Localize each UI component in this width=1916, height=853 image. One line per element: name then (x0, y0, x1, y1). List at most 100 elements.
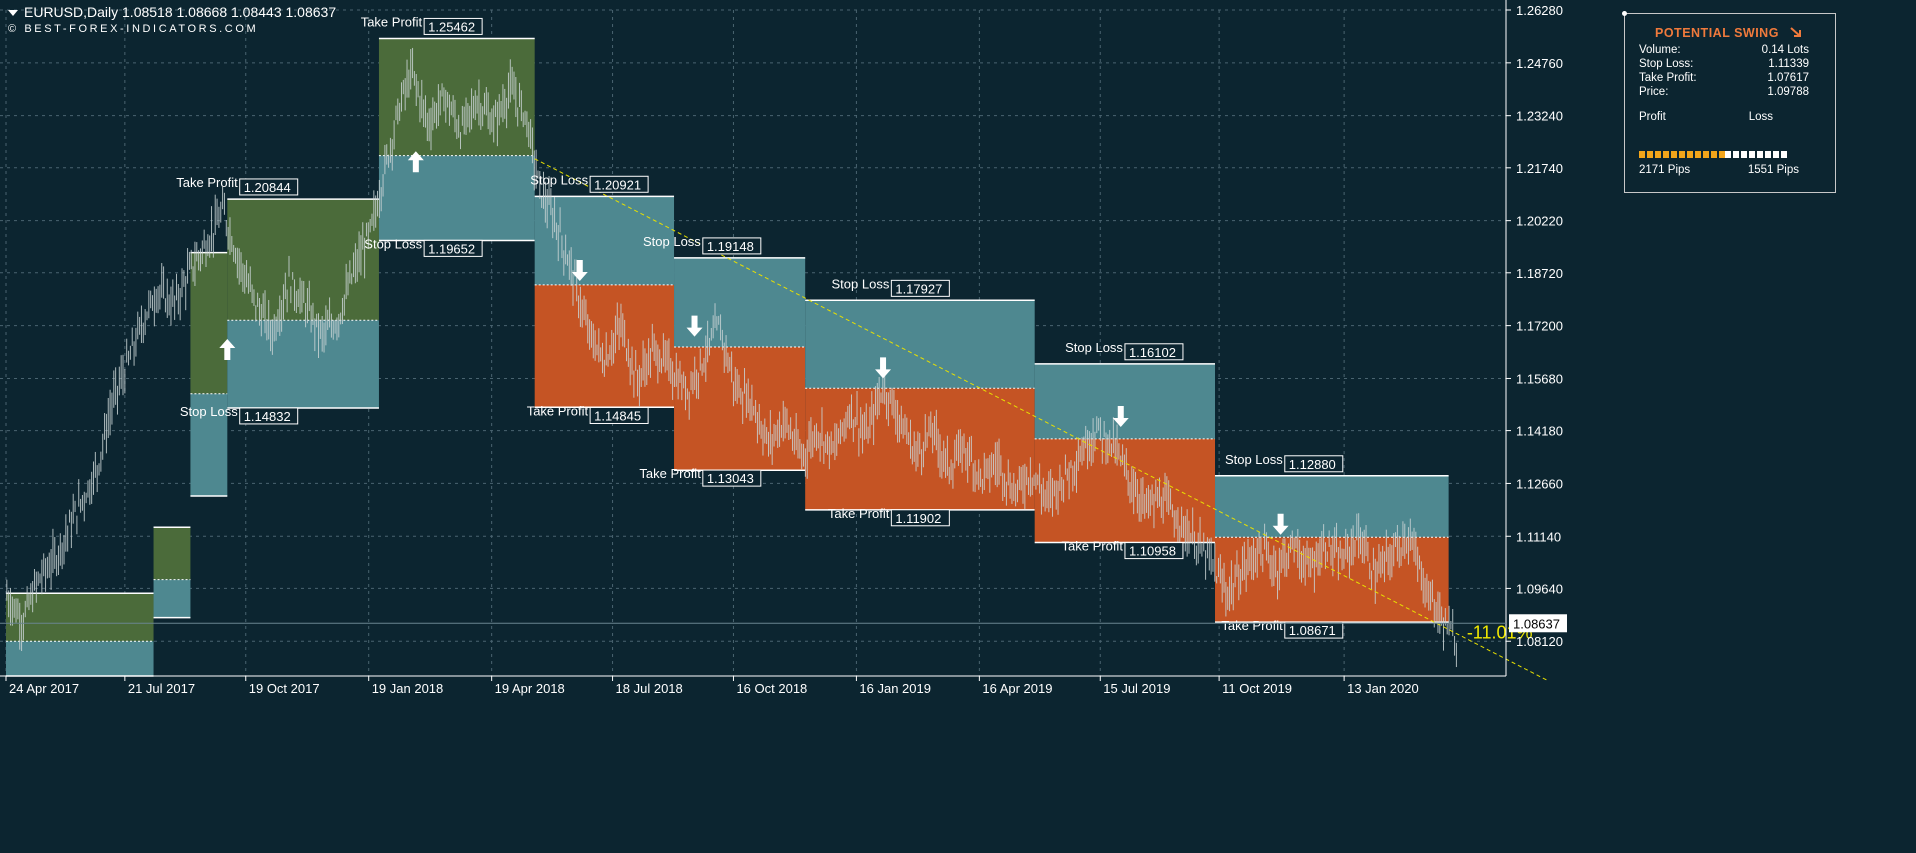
y-tick-label: 1.17200 (1516, 319, 1563, 334)
stop-zone (1215, 475, 1449, 538)
price-box (589, 406, 649, 424)
panel-row-pips: 2171 Pips 1551 Pips (1639, 164, 1799, 180)
profit-pips: 2171 Pips (1639, 164, 1691, 176)
x-tick-label: 21 Jul 2017 (128, 681, 195, 696)
arrow-down-icon (571, 260, 588, 282)
price-box (1124, 343, 1184, 361)
x-tick-label: 18 Jul 2018 (616, 681, 683, 696)
price-box (589, 175, 649, 193)
arrow-down-icon (1112, 405, 1129, 427)
y-tick-label: 1.20220 (1516, 214, 1563, 229)
stop-loss-label: Stop Loss (530, 172, 588, 187)
stop-loss-label: Stop Loss (364, 236, 422, 251)
take-profit-label: Take Profit (639, 466, 701, 481)
take-profit-label: Take Profit (1062, 539, 1124, 554)
panel-anchor-dot[interactable] (1622, 11, 1627, 16)
price-box-value: 1.19148 (707, 239, 754, 254)
price-box-value: 1.12880 (1289, 457, 1336, 472)
y-tick-label: 1.21740 (1516, 161, 1563, 176)
arrow-down-icon (1272, 513, 1289, 535)
profit-zone (190, 252, 228, 394)
dropdown-triangle-icon[interactable] (8, 10, 18, 17)
arrow-down-icon (875, 357, 892, 379)
symbol-text: EURUSD,Daily 1.08518 1.08668 1.08443 1.0… (24, 4, 337, 20)
price-box-value: 1.17927 (895, 281, 942, 296)
panel-value: 1.07617 (1767, 72, 1809, 84)
price-box (239, 178, 299, 196)
stop-zone (805, 300, 1035, 389)
y-tick-label: 1.26280 (1516, 3, 1563, 18)
panel-row-take-profit: Take Profit: 1.07617 (1639, 72, 1809, 88)
y-tick-label: 1.23240 (1516, 109, 1563, 124)
take-profit-label: Take Profit (828, 506, 890, 521)
zone-annotations: Take Profit 1.20844 Stop Loss 1.14832 Take P… (176, 14, 1344, 639)
panel-label: Volume: (1639, 44, 1681, 56)
stop-zone (227, 320, 379, 409)
panel-title: POTENTIAL SWING (1655, 26, 1803, 40)
x-tick-label: 16 Apr 2019 (982, 681, 1052, 696)
price-box-value: 1.11902 (895, 511, 941, 526)
price-box (1284, 621, 1344, 639)
signal-arrows (219, 151, 1289, 535)
take-profit-label: Take Profit (527, 403, 589, 418)
price-box-value: 1.19652 (428, 241, 475, 256)
stop-zone (153, 579, 191, 618)
axes: 1.26280 1.24760 1.23240 1.21740 1.20220 1.187… (0, 0, 1567, 696)
y-tick-label: 1.18720 (1516, 266, 1563, 281)
arrow-up-icon (407, 151, 424, 173)
price-box-value: 1.08671 (1289, 623, 1336, 638)
price-box (1124, 542, 1184, 560)
price-box-value: 1.10958 (1129, 544, 1176, 559)
panel-label: Take Profit: (1639, 72, 1697, 84)
y-tick-label: 1.12660 (1516, 476, 1563, 491)
x-tick-label: 19 Apr 2018 (495, 681, 565, 696)
x-tick-label: 19 Jan 2018 (372, 681, 444, 696)
take-profit-label: Take Profit (176, 175, 238, 190)
y-tick-label: 1.14180 (1516, 424, 1563, 439)
profit-bar-segment (1639, 151, 1725, 158)
panel-label: Price: (1639, 86, 1669, 98)
x-tick-label: 24 Apr 2017 (9, 681, 79, 696)
price-box (239, 407, 299, 425)
y-tick-label: 1.09640 (1516, 581, 1563, 596)
profit-zone (534, 284, 675, 408)
potential-swing-panel: POTENTIAL SWING Volume: 0.14 Lots Stop L… (1622, 11, 1836, 193)
last-price-box (1509, 614, 1567, 633)
arrow-down-right-icon (1790, 27, 1801, 37)
stop-zone (6, 641, 154, 676)
panel-row-volume: Volume: 0.14 Lots (1639, 44, 1809, 60)
price-box (702, 237, 762, 255)
stop-loss-label: Stop Loss (1065, 340, 1123, 355)
x-tick-label: 16 Jan 2019 (859, 681, 931, 696)
panel-label: Stop Loss: (1639, 58, 1694, 70)
last-price-label: 1.08637 (1513, 616, 1560, 631)
panel-value: 1.09788 (1767, 86, 1809, 98)
price-box (423, 239, 483, 257)
y-tick-label: 1.24760 (1516, 56, 1563, 71)
profit-label: Profit (1639, 111, 1666, 123)
panel-row-profit-loss-labels: Profit Loss (1639, 111, 1787, 127)
price-box (423, 17, 483, 35)
x-tick-label: 11 Oct 2019 (1222, 681, 1292, 696)
price-box-value: 1.14845 (594, 408, 641, 423)
price-box-value: 1.20844 (244, 180, 291, 195)
panel-title-text: POTENTIAL SWING (1655, 26, 1779, 40)
panel-row-stop-loss: Stop Loss: 1.11339 (1639, 58, 1809, 74)
price-box-value: 1.13043 (707, 471, 754, 486)
price-box-value: 1.16102 (1129, 345, 1176, 360)
profit-zone (153, 527, 191, 580)
arrow-up-icon (219, 338, 236, 360)
x-tick-label: 13 Jan 2020 (1347, 681, 1419, 696)
panel-row-price: Price: 1.09788 (1639, 86, 1809, 102)
price-box (702, 469, 762, 487)
arrow-down-icon (686, 315, 703, 337)
chart-symbol-line[interactable]: EURUSD,Daily 1.08518 1.08668 1.08443 1.0… (8, 4, 336, 20)
stop-loss-label: Stop Loss (180, 404, 238, 419)
profit-zone (6, 593, 154, 642)
x-tick-label: 15 Jul 2019 (1103, 681, 1170, 696)
price-box-value: 1.14832 (244, 409, 291, 424)
panel-value: 0.14 Lots (1761, 44, 1809, 56)
loss-pips: 1551 Pips (1747, 164, 1799, 176)
stop-zone (1034, 363, 1216, 439)
